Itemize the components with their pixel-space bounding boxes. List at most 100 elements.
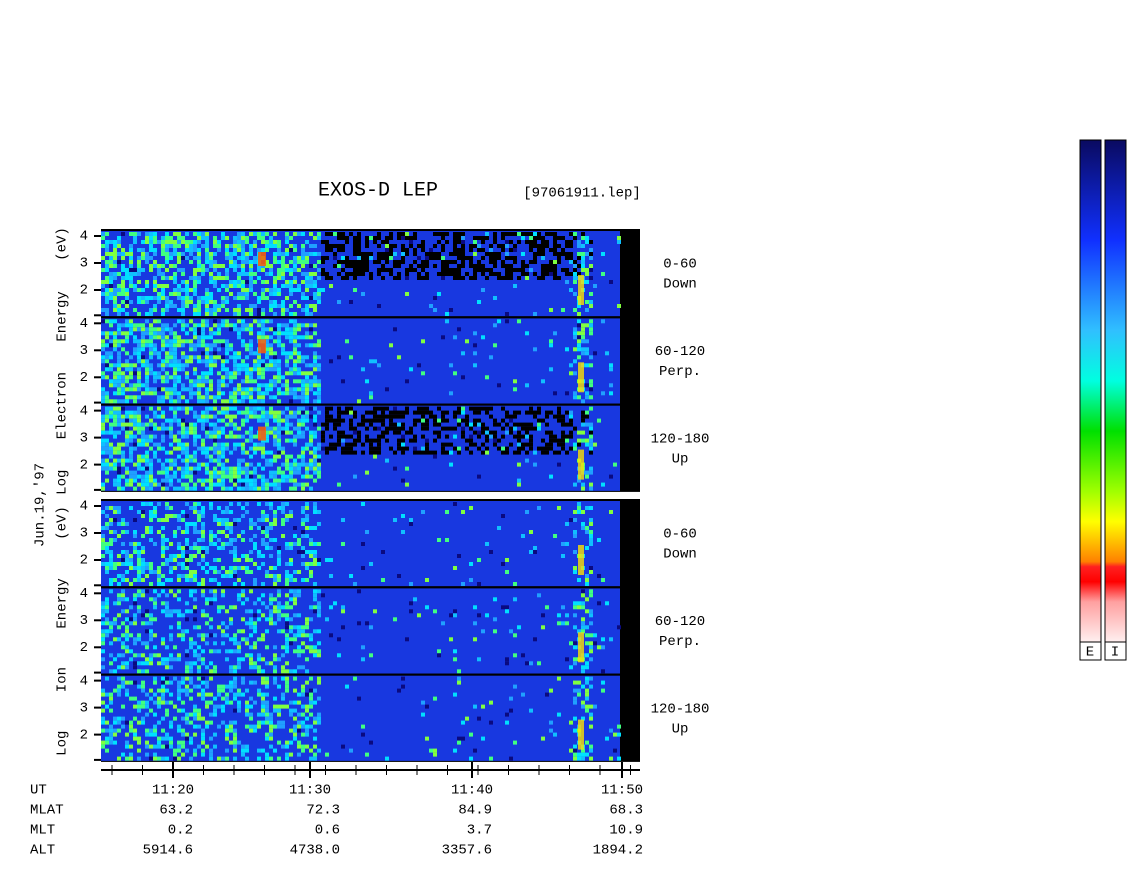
spectrum-pixel	[153, 597, 157, 602]
spectrum-pixel	[257, 399, 261, 404]
spectrum-pixel	[125, 578, 129, 582]
spectrum-pixel	[317, 629, 321, 634]
spectrum-pixel	[149, 367, 153, 372]
spectrum-pixel	[249, 478, 253, 483]
spectrum-pixel	[169, 482, 173, 487]
spectrum-pixel	[229, 343, 233, 348]
spectrum-pixel	[133, 593, 137, 598]
spectrum-pixel	[149, 248, 153, 252]
spectrum-pixel	[473, 621, 477, 626]
spectrum-pixel	[197, 582, 201, 586]
spectrum-pixel	[241, 244, 245, 248]
spectrum-pixel	[577, 430, 581, 435]
spectrum-pixel	[221, 446, 225, 451]
spectrum-pixel	[165, 609, 169, 614]
spectrum-pixel	[281, 256, 285, 260]
spectrum-pixel	[601, 272, 605, 276]
spectrum-pixel	[249, 661, 253, 666]
spectrum-pixel	[513, 387, 517, 392]
spectrum-pixel	[221, 522, 225, 526]
spectrum-pixel	[473, 605, 477, 610]
spectrum-pixel	[329, 406, 333, 411]
spectrum-pixel	[117, 339, 121, 344]
spectrum-pixel	[421, 422, 425, 427]
spectrum-pixel	[237, 566, 241, 570]
spectrum-pixel	[101, 534, 105, 538]
spectrum-pixel	[313, 343, 317, 348]
y-tick-label: 3	[80, 700, 88, 716]
spectrum-pixel	[293, 347, 297, 352]
spectrum-pixel	[589, 657, 593, 662]
spectrum-pixel	[589, 522, 593, 526]
spectrum-pixel	[373, 450, 377, 455]
spectrum-pixel	[165, 296, 169, 300]
spectrum-pixel	[313, 418, 317, 423]
spectrum-pixel	[141, 558, 145, 562]
spectrum-pixel	[301, 450, 305, 455]
spectrum-pixel	[297, 268, 301, 272]
spectrum-pixel	[317, 712, 321, 717]
spectrum-pixel	[117, 331, 121, 336]
spectrum-pixel	[129, 268, 133, 272]
spectrum-pixel	[109, 550, 113, 554]
spectrum-pixel	[277, 426, 281, 431]
spectrum-pixel	[109, 708, 113, 713]
spectrum-pixel	[149, 268, 153, 272]
spectrum-pixel	[289, 304, 293, 308]
spectrum-pixel	[181, 256, 185, 260]
spectrum-pixel	[213, 570, 217, 574]
spectrum-pixel	[249, 538, 253, 542]
spectrum-pixel	[245, 418, 249, 423]
spectrum-pixel	[289, 542, 293, 546]
spectrum-pixel	[349, 450, 353, 455]
spectrum-pixel	[189, 570, 193, 574]
spectrum-pixel	[357, 430, 361, 435]
spectrum-pixel	[229, 470, 233, 475]
spectrum-pixel	[365, 244, 369, 248]
spectrum-pixel	[545, 692, 549, 697]
axis-label: Log Ion Energy (eV)	[55, 506, 71, 756]
spectrum-pixel	[273, 327, 277, 332]
spectrum-pixel	[285, 641, 289, 646]
spectrum-pixel	[293, 371, 297, 376]
spectrum-pixel	[313, 558, 317, 562]
spectrum-pixel	[229, 347, 233, 352]
spectrum-pixel	[133, 351, 137, 356]
spectrum-pixel	[429, 410, 433, 415]
colorbar-label: E	[1086, 645, 1094, 661]
spectrum-pixel	[285, 284, 289, 288]
spectrum-pixel	[401, 514, 405, 518]
spectrum-pixel	[517, 446, 521, 451]
spectrum-pixel	[265, 534, 269, 538]
spectrum-pixel	[393, 252, 397, 256]
spectrum-pixel	[193, 466, 197, 471]
spectrum-pixel	[185, 720, 189, 725]
spectrum-pixel	[473, 363, 477, 368]
spectrum-pixel	[277, 454, 281, 459]
spectrum-pixel	[257, 268, 261, 272]
spectrum-pixel	[129, 300, 133, 304]
spectrum-pixel	[173, 288, 177, 292]
spectrum-pixel	[297, 728, 301, 733]
spectrum-pixel	[341, 244, 345, 248]
spectrum-pixel	[141, 669, 145, 674]
spectrum-pixel	[213, 732, 217, 737]
spectrum-pixel	[117, 574, 121, 578]
spectrum-pixel	[557, 506, 561, 510]
spectrum-pixel	[217, 605, 221, 610]
spectrum-pixel	[161, 359, 165, 364]
spectrum-pixel	[269, 554, 273, 558]
spectrum-pixel	[133, 728, 137, 733]
spectrum-pixel	[241, 657, 245, 662]
spectrum-pixel	[581, 752, 585, 757]
spectrum-pixel	[277, 375, 281, 380]
spectrum-pixel	[237, 645, 241, 650]
spectrum-pixel	[169, 589, 173, 594]
spectrum-pixel	[125, 530, 129, 534]
spectrum-pixel	[201, 327, 205, 332]
spectrum-pixel	[233, 669, 237, 674]
spectrum-pixel	[313, 355, 317, 360]
spectrum-pixel	[301, 665, 305, 670]
spectrum-pixel	[153, 605, 157, 610]
spectrum-pixel	[149, 744, 153, 749]
